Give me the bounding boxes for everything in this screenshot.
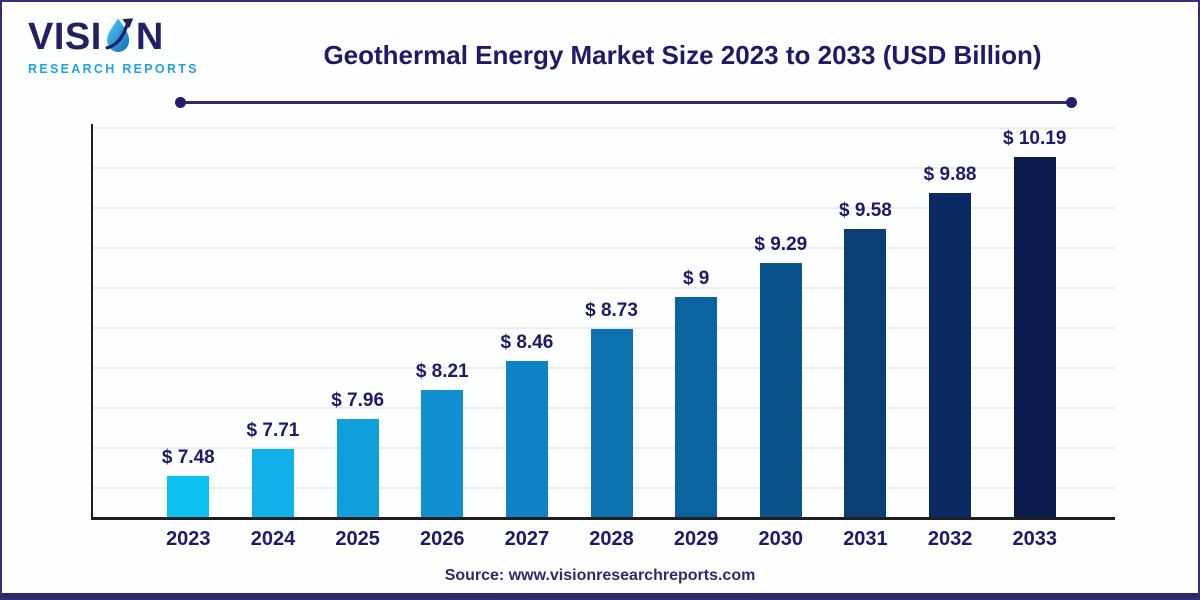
bar-cell: $ 7.96 <box>315 124 400 517</box>
bar-value-label: $ 9.88 <box>923 164 977 186</box>
bar-value-label: $ 10.19 <box>1003 127 1067 149</box>
brand-name: VISI N <box>28 16 199 58</box>
x-axis-tick-label: 2027 <box>504 528 550 550</box>
bar-cell: $ 9.58 <box>823 124 908 517</box>
bar-cell: $ 9.88 <box>908 124 993 517</box>
underline-right-dot <box>1066 97 1077 108</box>
x-axis-tick-label: 2023 <box>166 528 211 550</box>
bar-cell: $ 8.21 <box>400 124 485 517</box>
x-axis-tick-label: 2033 <box>1012 528 1057 550</box>
bar <box>759 262 802 517</box>
x-axis-labels: 2023 2024 2025 2026 2027 2028 2029 2030 2031 2032… <box>93 528 1115 551</box>
bar <box>421 389 464 517</box>
bar-value-label: $ 8.21 <box>415 360 469 382</box>
bar-value-label: $ 9.29 <box>754 233 808 255</box>
bar-value-label: $ 7.96 <box>331 390 385 412</box>
bar-cell: $ 8.73 <box>569 124 654 517</box>
x-axis-tick-label: 2028 <box>589 528 634 550</box>
chart-title: Geothermal Energy Market Size 2023 to 20… <box>323 40 1042 70</box>
bar <box>336 419 379 517</box>
bar-value-label: $ 9.58 <box>839 199 892 221</box>
bar-cell: $ 9.29 <box>738 124 823 517</box>
bar <box>844 228 887 517</box>
x-axis-tick-label: 2030 <box>758 528 804 550</box>
growth-arrow-icon <box>105 18 134 50</box>
x-axis-tick-label: 2024 <box>250 528 296 550</box>
bar-value-label: $ 8.46 <box>500 331 554 353</box>
bar-value-label: $ 9 <box>682 267 710 289</box>
bars-row: $ 7.48 $ 7.71 $ 7.96 $ 8.21 $ 8.46 $ 8.73 $ 9 $… <box>93 124 1115 517</box>
x-axis-tick-label: 2032 <box>927 528 973 550</box>
bar-cell: $ 10.19 <box>992 124 1077 517</box>
bar-cell: $ 8.46 <box>485 124 570 517</box>
bottom-accent-bar <box>2 593 1198 598</box>
brand-subtitle: RESEARCH REPORTS <box>28 62 199 76</box>
brand-name-post: N <box>135 16 164 58</box>
x-axis-tick-label: 2029 <box>673 528 719 550</box>
bar-cell: $ 7.71 <box>231 124 316 517</box>
bar <box>251 448 294 517</box>
x-axis-tick-label: 2031 <box>843 528 888 550</box>
x-axis-tick-label: 2025 <box>335 528 380 550</box>
water-drop-icon <box>105 18 134 53</box>
source-line: Source: www.visionresearchreports.com <box>444 567 756 584</box>
bar <box>929 193 972 517</box>
bar <box>1013 156 1056 517</box>
title-underline <box>175 97 1077 108</box>
brand-name-pre: VISI <box>28 16 102 58</box>
bar-cell: $ 7.48 <box>146 124 231 517</box>
bar-value-label: $ 7.71 <box>246 419 300 441</box>
bar <box>167 475 210 517</box>
bar-cell: $ 9 <box>654 124 739 517</box>
underline-left-dot <box>175 97 186 108</box>
plot-area: $ 7.48 $ 7.71 $ 7.96 $ 8.21 $ 8.46 $ 8.73 $ 9 $… <box>91 124 1115 520</box>
bar <box>675 296 718 517</box>
bar-value-label: $ 7.48 <box>161 446 215 468</box>
bar-value-label: $ 8.73 <box>585 299 638 321</box>
brand-logo: VISI N RESEARCH REPORTS <box>28 16 199 76</box>
bar <box>505 360 548 517</box>
bar <box>590 328 633 517</box>
x-axis-tick-label: 2026 <box>419 528 465 550</box>
